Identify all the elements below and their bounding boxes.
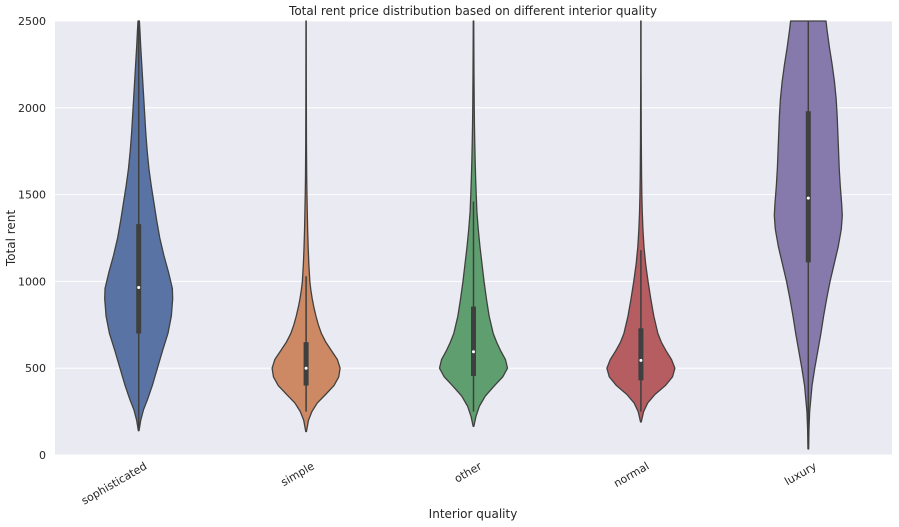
y-tick-label: 0: [39, 449, 46, 462]
violins: [104, 20, 843, 450]
x-tick-label: simple: [279, 459, 317, 489]
violin-sophisticated: [104, 20, 174, 432]
violin-simple: [271, 20, 341, 433]
violin-median-point: [304, 366, 308, 370]
y-tick-label: 2500: [18, 15, 46, 28]
x-tick-label: sophisticated: [79, 460, 149, 508]
violin-normal: [606, 20, 676, 423]
y-axis-label: Total rent: [4, 210, 18, 267]
violin-other: [438, 20, 509, 428]
violin-median-point: [806, 196, 810, 200]
violin-body: [606, 20, 676, 423]
x-axis-ticks: sophisticated simple other normal luxury: [79, 459, 819, 507]
y-tick-label: 1000: [18, 275, 46, 288]
violin-median-point: [639, 358, 643, 362]
x-tick-label: other: [452, 459, 484, 485]
violin-median-point: [472, 350, 475, 354]
violin-luxury: [773, 20, 843, 450]
violin-iqr-box: [136, 224, 142, 334]
x-tick-label: normal: [612, 460, 652, 491]
y-tick-label: 1500: [18, 189, 46, 202]
violin-median-point: [137, 285, 141, 289]
violin-iqr-box: [805, 111, 811, 263]
violin-body: [271, 20, 341, 433]
x-tick-label: luxury: [782, 459, 819, 488]
chart-title: Total rent price distribution based on d…: [288, 4, 657, 18]
violin-iqr-box: [303, 342, 309, 386]
y-tick-label: 500: [25, 362, 46, 375]
y-axis-ticks: 0 500 1000 1500 2000 2500: [18, 15, 46, 462]
violin-iqr-box: [638, 328, 644, 381]
y-tick-label: 2000: [18, 102, 46, 115]
x-axis-label: Interior quality: [429, 507, 518, 521]
violin-iqr-box: [471, 306, 476, 377]
